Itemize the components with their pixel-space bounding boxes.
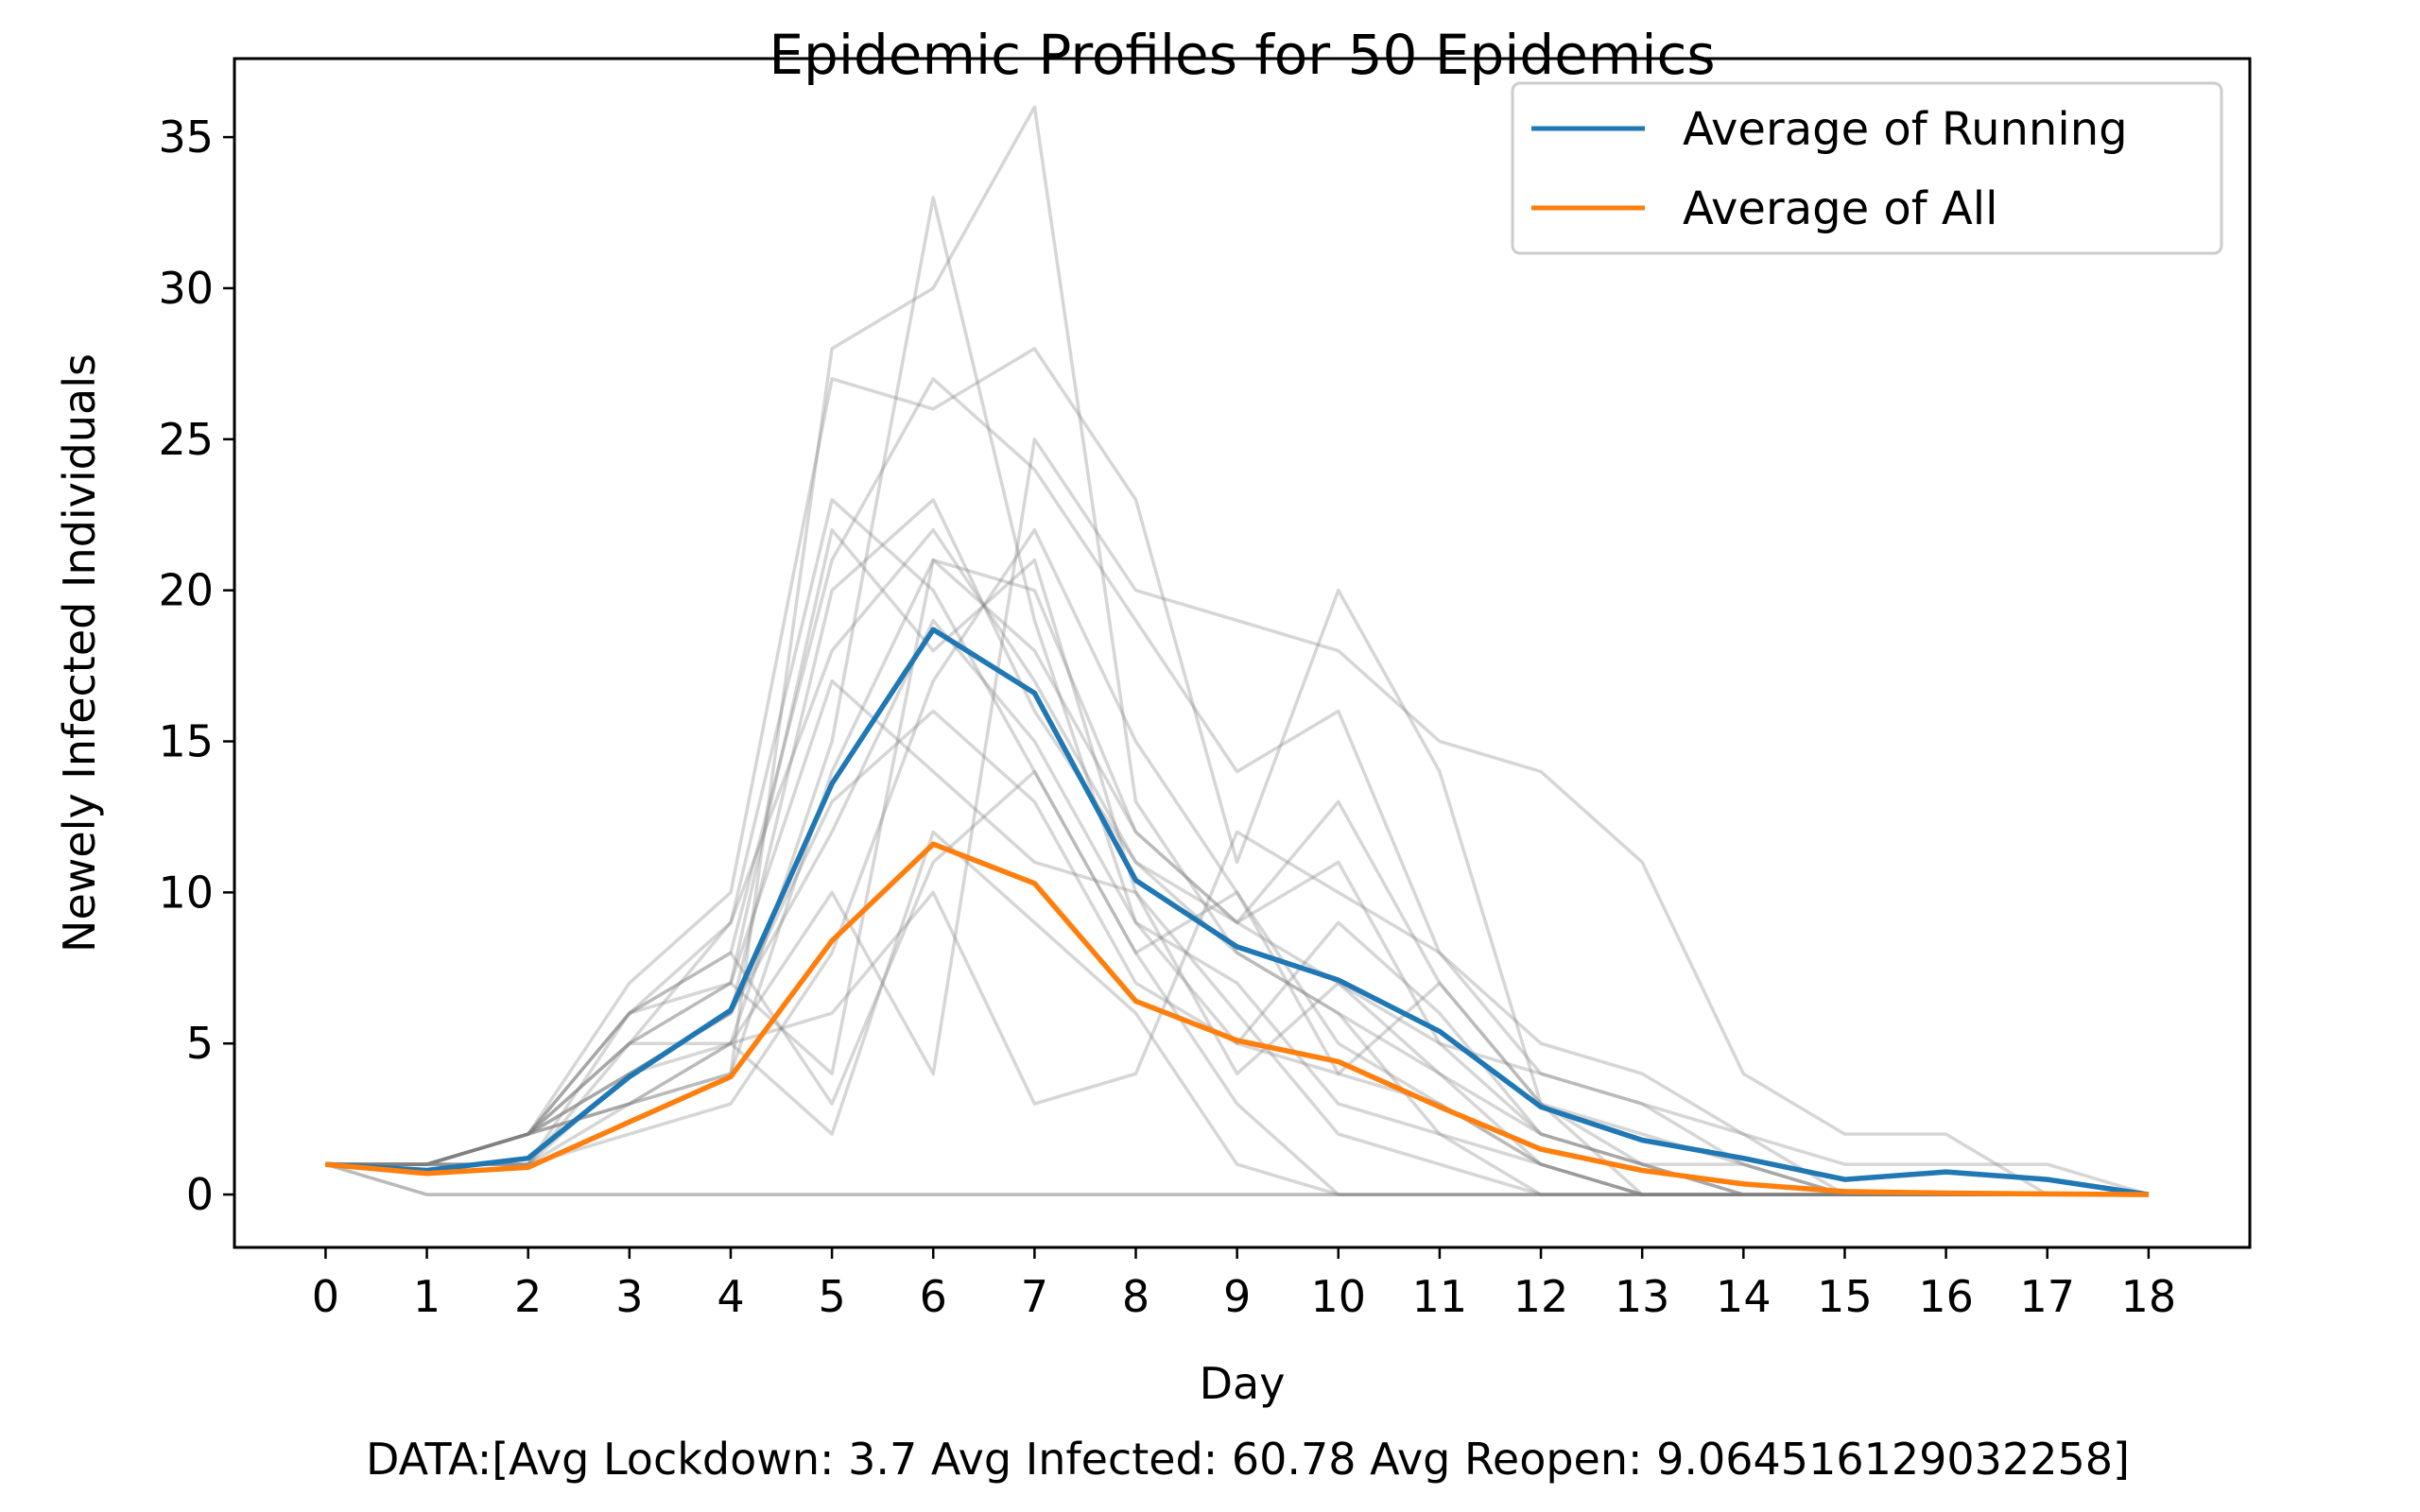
epidemic-line-6	[325, 347, 2149, 1196]
y-tick-label: 20	[158, 565, 214, 616]
legend: Average of Running Average of All	[1511, 81, 2223, 255]
epidemic-line-2	[325, 527, 2149, 1196]
x-tick-label: 16	[1918, 1271, 1974, 1322]
x-axis-label: Day	[1200, 1358, 1286, 1409]
epidemic-line-18	[325, 527, 2149, 1196]
epidemic-line-1	[325, 498, 2149, 1196]
x-tick-label: 12	[1513, 1271, 1569, 1322]
epidemic-line-13	[325, 679, 2150, 1196]
x-tick-label: 8	[1122, 1271, 1150, 1322]
epidemic-line-8	[325, 377, 2149, 1196]
y-tick-label: 5	[186, 1018, 214, 1069]
series-line-average-of-all	[325, 841, 2149, 1197]
x-tick-label: 1	[413, 1271, 441, 1322]
epidemic-line-4	[325, 196, 2149, 1196]
x-tick-label: 13	[1615, 1271, 1670, 1322]
epidemic-line-12	[324, 1162, 2149, 1196]
x-tick-label: 11	[1412, 1271, 1468, 1322]
epidemic-line-19	[324, 1162, 2149, 1196]
x-tick-label: 4	[717, 1271, 744, 1322]
x-tick-label: 10	[1311, 1271, 1367, 1322]
series-line-average-of-running	[325, 627, 2150, 1197]
x-tick-label: 14	[1716, 1271, 1772, 1322]
x-tick-label: 17	[2019, 1271, 2075, 1322]
x-tick-label: 3	[615, 1271, 643, 1322]
legend-box	[1511, 81, 2223, 255]
y-tick-label: 10	[158, 867, 214, 918]
x-tick-label: 5	[818, 1271, 845, 1322]
y-axis-ticks: 0 5 10 15 20 25 30 35	[158, 112, 234, 1220]
epidemic-line-9	[325, 830, 2149, 1196]
y-tick-label: 35	[158, 112, 214, 163]
x-tick-label: 6	[920, 1271, 947, 1322]
legend-label-average-of-all: Average of All	[1683, 182, 1997, 235]
y-tick-label: 30	[158, 263, 214, 314]
x-tick-label: 7	[1021, 1271, 1048, 1322]
y-tick-label: 15	[158, 716, 214, 767]
data-summary-note: DATA:[Avg Lockdown: 3.7 Avg Infected: 60…	[366, 1434, 2130, 1485]
epidemic-line-11	[325, 558, 2149, 1196]
x-axis-ticks: 0 1 2 3 4 5 6 7 8 9 10 11 12 13 14 15 16 17 18	[312, 1247, 2176, 1322]
epidemic-line-5	[325, 105, 2149, 1196]
epidemic-line-10	[325, 830, 2149, 1196]
x-tick-label: 9	[1223, 1271, 1251, 1322]
x-tick-label: 2	[514, 1271, 542, 1322]
epidemic-line-16	[325, 769, 2149, 1196]
x-tick-label: 15	[1817, 1271, 1873, 1322]
epidemic-line-20	[325, 558, 2149, 1196]
legend-label-average-of-running: Average of Running	[1683, 103, 2128, 156]
average-series-group	[325, 627, 2150, 1197]
epidemic-line-15	[325, 527, 2149, 1196]
y-tick-label: 25	[158, 414, 214, 465]
y-axis-label: Newely Infected Individuals	[54, 353, 105, 953]
chart-title: Epidemic Profiles for 50 Epidemics	[769, 23, 1715, 87]
x-tick-label: 18	[2121, 1271, 2177, 1322]
axes-frame	[233, 57, 2252, 1249]
y-tick-label: 0	[186, 1169, 214, 1220]
x-tick-label: 0	[312, 1271, 339, 1322]
